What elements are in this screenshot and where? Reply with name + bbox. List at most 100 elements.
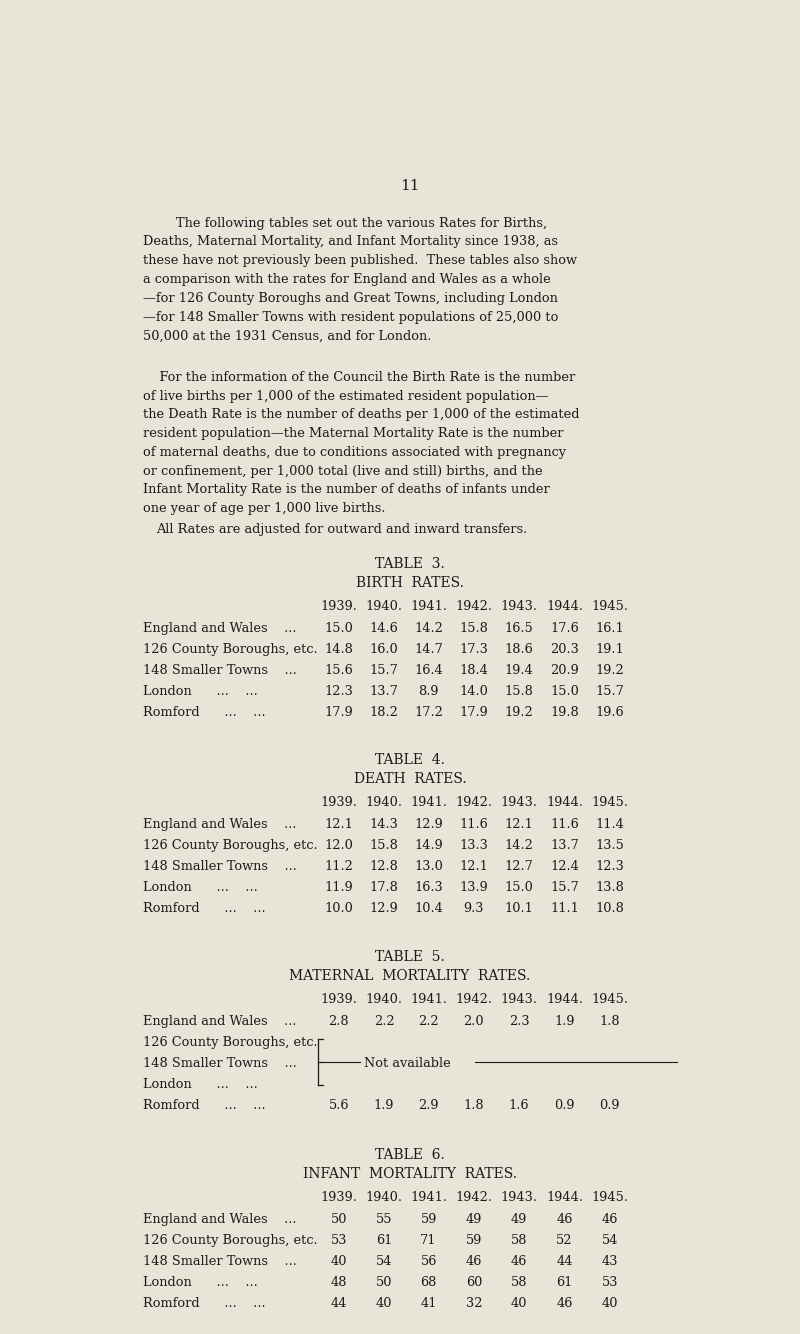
Text: 2.2: 2.2 [374, 1015, 394, 1027]
Text: 11.1: 11.1 [550, 902, 579, 915]
Text: 11.6: 11.6 [459, 818, 488, 831]
Text: For the information of the Council the Birth Rate is the number: For the information of the Council the B… [143, 371, 576, 384]
Text: 46: 46 [602, 1213, 618, 1226]
Text: 41: 41 [420, 1297, 437, 1310]
Text: England and Wales    ...: England and Wales ... [143, 1015, 297, 1027]
Text: England and Wales    ...: England and Wales ... [143, 622, 297, 635]
Text: one year of age per 1,000 live births.: one year of age per 1,000 live births. [143, 503, 386, 515]
Text: 12.7: 12.7 [505, 860, 534, 874]
Text: 11.4: 11.4 [595, 818, 624, 831]
Text: 148 Smaller Towns    ...: 148 Smaller Towns ... [143, 664, 298, 676]
Text: 12.1: 12.1 [459, 860, 488, 874]
Text: 0.9: 0.9 [599, 1099, 620, 1111]
Text: 14.0: 14.0 [459, 684, 488, 698]
Text: Romford      ...    ...: Romford ... ... [143, 706, 266, 719]
Text: —for 148 Smaller Towns with resident populations of 25,000 to: —for 148 Smaller Towns with resident pop… [143, 311, 558, 324]
Text: 12.3: 12.3 [595, 860, 624, 874]
Text: 13.9: 13.9 [459, 882, 488, 894]
Text: resident population—the Maternal Mortality Rate is the number: resident population—the Maternal Mortali… [143, 427, 564, 440]
Text: 46: 46 [556, 1213, 573, 1226]
Text: 1942.: 1942. [455, 600, 492, 614]
Text: London      ...    ...: London ... ... [143, 684, 258, 698]
Text: 1939.: 1939. [320, 992, 357, 1006]
Text: 12.4: 12.4 [550, 860, 579, 874]
Text: Romford      ...    ...: Romford ... ... [143, 1099, 266, 1111]
Text: 1941.: 1941. [410, 992, 447, 1006]
Text: London      ...    ...: London ... ... [143, 1277, 258, 1289]
Text: 11.9: 11.9 [324, 882, 353, 894]
Text: MATERNAL  MORTALITY  RATES.: MATERNAL MORTALITY RATES. [290, 968, 530, 983]
Text: 19.4: 19.4 [505, 664, 534, 676]
Text: 40: 40 [330, 1255, 347, 1269]
Text: 60: 60 [466, 1277, 482, 1289]
Text: 12.9: 12.9 [370, 902, 398, 915]
Text: TABLE  5.: TABLE 5. [375, 950, 445, 963]
Text: BIRTH  RATES.: BIRTH RATES. [356, 575, 464, 590]
Text: 15.8: 15.8 [370, 839, 398, 852]
Text: 15.7: 15.7 [550, 882, 579, 894]
Text: 53: 53 [330, 1234, 347, 1247]
Text: 10.1: 10.1 [505, 902, 534, 915]
Text: 10.4: 10.4 [414, 902, 443, 915]
Text: 16.5: 16.5 [505, 622, 534, 635]
Text: 1941.: 1941. [410, 600, 447, 614]
Text: 17.3: 17.3 [459, 643, 488, 656]
Text: 43: 43 [602, 1255, 618, 1269]
Text: 16.1: 16.1 [595, 622, 624, 635]
Text: 1943.: 1943. [501, 600, 538, 614]
Text: 15.8: 15.8 [505, 684, 534, 698]
Text: 8.9: 8.9 [418, 684, 439, 698]
Text: —for 126 County Boroughs and Great Towns, including London: —for 126 County Boroughs and Great Towns… [143, 292, 558, 304]
Text: 53: 53 [602, 1277, 618, 1289]
Text: London      ...    ...: London ... ... [143, 882, 258, 894]
Text: 12.8: 12.8 [370, 860, 398, 874]
Text: 46: 46 [556, 1297, 573, 1310]
Text: 126 County Boroughs, etc.: 126 County Boroughs, etc. [143, 1234, 318, 1247]
Text: 1944.: 1944. [546, 796, 583, 810]
Text: 14.2: 14.2 [505, 839, 534, 852]
Text: 13.8: 13.8 [595, 882, 624, 894]
Text: 17.8: 17.8 [370, 882, 398, 894]
Text: 2.3: 2.3 [509, 1015, 530, 1027]
Text: 1941.: 1941. [410, 1191, 447, 1205]
Text: 12.3: 12.3 [324, 684, 353, 698]
Text: 13.7: 13.7 [370, 684, 398, 698]
Text: 1940.: 1940. [366, 600, 402, 614]
Text: 12.0: 12.0 [324, 839, 353, 852]
Text: 13.3: 13.3 [459, 839, 488, 852]
Text: 15.0: 15.0 [550, 684, 579, 698]
Text: 11: 11 [400, 179, 420, 192]
Text: 1945.: 1945. [591, 796, 628, 810]
Text: 1940.: 1940. [366, 992, 402, 1006]
Text: 20.3: 20.3 [550, 643, 579, 656]
Text: 126 County Boroughs, etc.: 126 County Boroughs, etc. [143, 839, 318, 852]
Text: 15.7: 15.7 [370, 664, 398, 676]
Text: 1940.: 1940. [366, 1191, 402, 1205]
Text: Romford      ...    ...: Romford ... ... [143, 1297, 266, 1310]
Text: 44: 44 [556, 1255, 573, 1269]
Text: 71: 71 [420, 1234, 437, 1247]
Text: 11.2: 11.2 [324, 860, 353, 874]
Text: London      ...    ...: London ... ... [143, 1078, 258, 1091]
Text: Romford      ...    ...: Romford ... ... [143, 902, 266, 915]
Text: 1945.: 1945. [591, 992, 628, 1006]
Text: a comparison with the rates for England and Wales as a whole: a comparison with the rates for England … [143, 273, 551, 285]
Text: 50,000 at the 1931 Census, and for London.: 50,000 at the 1931 Census, and for Londo… [143, 329, 432, 343]
Text: 1945.: 1945. [591, 600, 628, 614]
Text: 2.2: 2.2 [418, 1015, 439, 1027]
Text: 44: 44 [330, 1297, 347, 1310]
Text: 49: 49 [466, 1213, 482, 1226]
Text: 15.6: 15.6 [324, 664, 353, 676]
Text: TABLE  6.: TABLE 6. [375, 1149, 445, 1162]
Text: 14.7: 14.7 [414, 643, 443, 656]
Text: 40: 40 [602, 1297, 618, 1310]
Text: 20.9: 20.9 [550, 664, 578, 676]
Text: 16.3: 16.3 [414, 882, 443, 894]
Text: 40: 40 [511, 1297, 527, 1310]
Text: 49: 49 [511, 1213, 527, 1226]
Text: DEATH  RATES.: DEATH RATES. [354, 772, 466, 786]
Text: 9.3: 9.3 [464, 902, 484, 915]
Text: 1.9: 1.9 [374, 1099, 394, 1111]
Text: INFANT  MORTALITY  RATES.: INFANT MORTALITY RATES. [303, 1167, 517, 1181]
Text: 61: 61 [556, 1277, 573, 1289]
